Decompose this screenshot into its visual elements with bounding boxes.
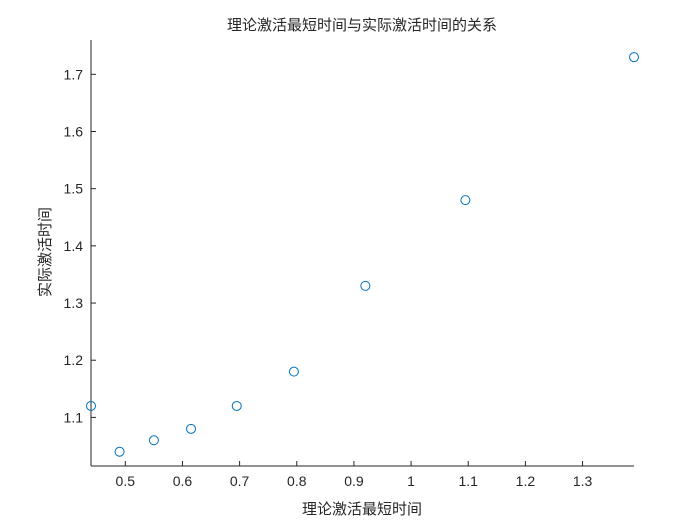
data-point bbox=[114, 446, 125, 457]
x-tick-label: 1 bbox=[407, 473, 415, 489]
x-tick-label: 0.7 bbox=[230, 473, 250, 489]
y-tick-label: 1.4 bbox=[64, 238, 84, 254]
x-tick-label: 1.3 bbox=[573, 473, 593, 489]
data-point bbox=[231, 400, 242, 411]
data-point bbox=[148, 435, 159, 446]
x-tick-label: 1.1 bbox=[459, 473, 479, 489]
data-point bbox=[86, 400, 96, 411]
data-points bbox=[86, 52, 639, 457]
y-tick-label: 1.3 bbox=[64, 295, 84, 311]
chart-title: 理论激活最短时间与实际激活时间的关系 bbox=[227, 16, 497, 34]
data-point bbox=[360, 280, 371, 291]
data-point bbox=[186, 423, 197, 434]
y-tick-label: 1.7 bbox=[64, 66, 84, 82]
x-tick-label: 1.2 bbox=[516, 473, 536, 489]
y-tick-label: 1.5 bbox=[64, 181, 84, 197]
x-axis-label: 理论激活最短时间 bbox=[302, 500, 422, 518]
x-tick-label: 0.8 bbox=[287, 473, 307, 489]
data-point bbox=[460, 195, 471, 206]
y-tick-label: 1.2 bbox=[64, 352, 84, 368]
x-tick-label: 0.9 bbox=[344, 473, 364, 489]
y-tick-label: 1.1 bbox=[64, 409, 84, 425]
x-tick-label: 0.6 bbox=[173, 473, 193, 489]
y-axis-label: 实际激活时间 bbox=[36, 207, 54, 297]
data-point bbox=[288, 366, 299, 377]
axes: 0.5 0.6 0.7 0.8 0.9 1 1.1 1.2 1.3 1.1 1.2 1.3 1.4 1.5… bbox=[64, 40, 634, 489]
data-point bbox=[629, 52, 639, 63]
y-tick-label: 1.6 bbox=[64, 123, 84, 139]
x-tick-label: 0.5 bbox=[116, 473, 136, 489]
